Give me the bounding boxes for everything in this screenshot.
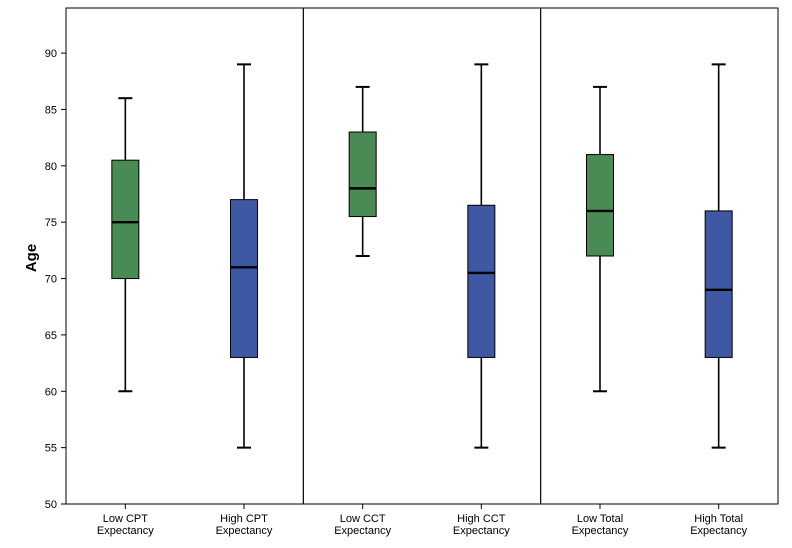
y-tick-label: 60: [45, 386, 57, 398]
x-category-label: Expectancy: [97, 525, 154, 537]
y-tick-label: 70: [45, 274, 57, 286]
y-tick-label: 50: [45, 499, 57, 511]
x-category-label: Low CCT: [340, 513, 386, 525]
iqr-box: [467, 204, 496, 358]
x-category-label: Low CPT: [103, 513, 149, 525]
y-tick-label: 90: [45, 48, 57, 60]
y-tick-label: 75: [45, 217, 57, 229]
iqr-box: [348, 131, 377, 218]
x-category-label: Expectancy: [572, 525, 629, 537]
plot-border: [65, 7, 779, 505]
iqr-box: [111, 159, 140, 280]
x-category-label: Expectancy: [216, 525, 273, 537]
y-tick-label: 65: [45, 330, 57, 342]
iqr-box: [704, 210, 733, 358]
x-category-label: Low Total: [577, 513, 623, 525]
x-category-label: High Total: [694, 513, 743, 525]
box-1: [111, 97, 140, 393]
y-tick-label: 85: [45, 104, 57, 116]
box-4: [467, 63, 496, 449]
boxes: [111, 63, 733, 449]
y-axis: 50 55 60 65 70 75 80 85 90: [45, 48, 66, 511]
box-2: [230, 63, 258, 449]
plot-frame: [65, 7, 779, 505]
iqr-box: [230, 199, 258, 358]
box-5: [586, 85, 614, 393]
x-category-label: Expectancy: [334, 525, 391, 537]
x-category-label: High CPT: [220, 513, 268, 525]
y-axis-title: Age: [23, 244, 40, 272]
y-tick-label: 55: [45, 443, 57, 455]
x-category-label: Expectancy: [690, 525, 747, 537]
y-tick-label: 80: [45, 161, 57, 173]
box-3: [348, 85, 377, 257]
box-6: [704, 63, 733, 449]
x-category-label: High CCT: [457, 513, 506, 525]
iqr-box: [586, 154, 614, 257]
x-category-label: Expectancy: [453, 525, 510, 537]
